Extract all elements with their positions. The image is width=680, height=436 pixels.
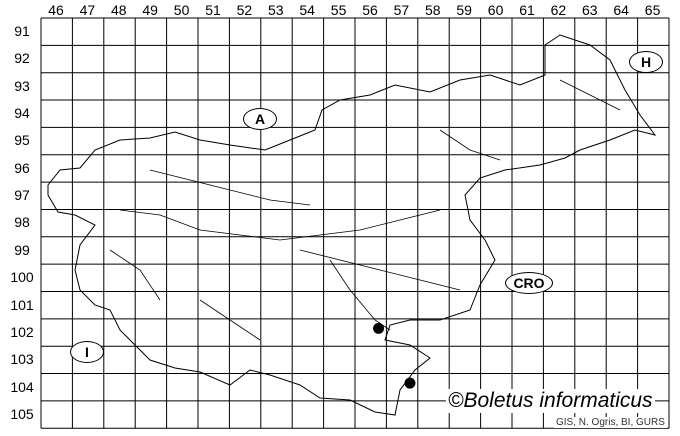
column-label: 63 — [582, 2, 598, 18]
column-label: 55 — [330, 2, 347, 18]
river-network — [109, 79, 621, 341]
row-label: 91 — [14, 23, 30, 39]
column-label: 47 — [79, 2, 96, 18]
row-label: 96 — [14, 159, 30, 176]
column-label: 56 — [362, 2, 378, 18]
column-label: 59 — [456, 2, 472, 18]
column-label: 57 — [393, 2, 410, 18]
column-label: 62 — [550, 2, 567, 18]
country-outline — [47, 34, 657, 416]
copyright-text: ©Boletus informaticus — [446, 389, 655, 413]
row-label: 97 — [14, 187, 30, 204]
grid — [40, 17, 670, 429]
column-label: 53 — [268, 2, 284, 18]
row-label: 103 — [10, 351, 34, 368]
column-label: 65 — [644, 2, 661, 18]
country-label-hungary: H — [629, 51, 663, 73]
column-label: 54 — [299, 2, 315, 18]
row-label: 102 — [10, 323, 34, 340]
column-label: 61 — [519, 2, 535, 18]
row-label: 92 — [14, 50, 30, 67]
row-label: 105 — [10, 405, 34, 422]
country-label-italy: I — [70, 341, 104, 363]
row-label: 104 — [10, 378, 34, 395]
country-label-austria: A — [243, 108, 277, 130]
column-label: 46 — [48, 2, 64, 18]
row-label: 99 — [14, 241, 30, 258]
column-label: 64 — [613, 2, 629, 18]
records-layer — [373, 322, 416, 389]
row-label: 95 — [14, 132, 30, 149]
column-label: 60 — [487, 2, 504, 18]
column-label: 58 — [425, 2, 441, 18]
column-label: 52 — [236, 2, 253, 18]
record-dot — [373, 322, 385, 334]
column-label: 51 — [205, 2, 221, 18]
column-label: 50 — [173, 2, 190, 18]
row-label: 94 — [14, 105, 30, 122]
row-label: 100 — [10, 269, 34, 286]
credit-text: GIS, N. Ogris, BI, GURS — [554, 417, 667, 428]
row-label: 101 — [10, 296, 34, 313]
country-label-croatia: CRO — [505, 272, 553, 294]
record-dot — [404, 377, 416, 389]
column-label: 48 — [111, 2, 127, 18]
row-label: 93 — [14, 77, 30, 94]
row-label: 98 — [14, 214, 30, 231]
column-label: 49 — [142, 2, 158, 18]
